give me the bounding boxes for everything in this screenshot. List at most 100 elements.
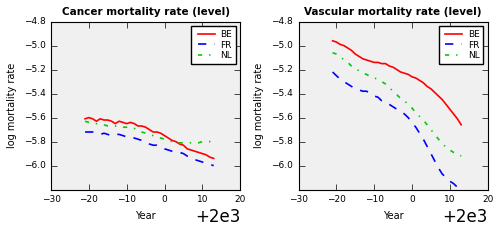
BE (150, 131, 156, 134)
BE (337, 43, 343, 46)
FR (116, 133, 122, 136)
Line: BE: BE (85, 118, 214, 158)
FR (108, 134, 114, 137)
NL (378, 80, 384, 83)
FR (454, 186, 460, 188)
FR (97, 133, 103, 136)
NL (458, 155, 464, 158)
BE (424, 85, 430, 88)
BE (341, 44, 347, 47)
BE (131, 122, 137, 125)
Y-axis label: log mortality rate: log mortality rate (6, 63, 16, 148)
NL (440, 141, 446, 144)
FR (188, 156, 194, 159)
FR (112, 133, 118, 136)
BE (364, 59, 370, 62)
BE (82, 117, 88, 120)
NL (94, 122, 100, 125)
NL (124, 126, 130, 129)
NL (386, 86, 392, 89)
FR (82, 131, 88, 134)
NL (108, 125, 114, 127)
FR (150, 144, 156, 147)
NL (416, 115, 422, 118)
FR (450, 182, 456, 185)
BE (128, 121, 134, 124)
BE (108, 120, 114, 123)
BE (188, 149, 194, 151)
FR (337, 78, 343, 81)
BE (120, 121, 126, 124)
BE (334, 41, 340, 43)
FR (458, 188, 464, 191)
FR (180, 152, 186, 155)
NL (382, 83, 388, 86)
BE (97, 117, 103, 120)
BE (101, 119, 107, 121)
NL (450, 151, 456, 154)
NL (432, 133, 438, 136)
BE (192, 150, 198, 153)
FR (196, 159, 202, 162)
FR (124, 135, 130, 138)
Title: Vascular mortality rate (level): Vascular mortality rate (level) (304, 7, 482, 17)
BE (348, 49, 354, 52)
NL (131, 127, 137, 130)
FR (142, 140, 148, 143)
FR (210, 164, 216, 167)
NL (424, 123, 430, 126)
NL (443, 146, 449, 149)
NL (334, 53, 340, 55)
FR (405, 116, 411, 119)
Line: NL: NL (332, 53, 461, 156)
FR (375, 96, 381, 99)
BE (352, 53, 358, 55)
BE (94, 120, 100, 123)
FR (207, 163, 213, 166)
FR (352, 87, 358, 90)
BE (169, 139, 175, 142)
NL (200, 140, 205, 143)
Line: BE: BE (332, 41, 461, 125)
FR (368, 92, 374, 95)
BE (210, 157, 216, 160)
NL (454, 152, 460, 155)
FR (334, 74, 340, 77)
FR (203, 162, 209, 164)
BE (375, 61, 381, 64)
NL (116, 125, 122, 127)
Line: FR: FR (85, 132, 214, 166)
BE (413, 77, 419, 79)
BE (90, 117, 96, 120)
NL (128, 126, 134, 129)
BE (371, 61, 377, 64)
NL (394, 93, 400, 96)
NL (390, 90, 396, 93)
BE (330, 39, 336, 42)
NL (105, 125, 111, 127)
BE (443, 103, 449, 106)
FR (184, 155, 190, 158)
NL (413, 111, 419, 114)
BE (436, 95, 442, 97)
NL (135, 128, 141, 131)
FR (120, 134, 126, 137)
BE (428, 87, 434, 90)
FR (443, 176, 449, 179)
BE (398, 71, 404, 73)
NL (428, 128, 434, 131)
FR (176, 151, 182, 154)
FR (344, 83, 350, 86)
NL (173, 140, 179, 143)
NL (180, 141, 186, 144)
FR (131, 137, 137, 139)
NL (436, 138, 442, 140)
FR (146, 143, 152, 145)
Legend: BE, FR, NL: BE, FR, NL (439, 26, 483, 64)
BE (356, 55, 362, 58)
NL (360, 72, 366, 75)
NL (203, 140, 209, 143)
BE (105, 119, 111, 121)
BE (112, 122, 118, 125)
FR (173, 150, 179, 153)
